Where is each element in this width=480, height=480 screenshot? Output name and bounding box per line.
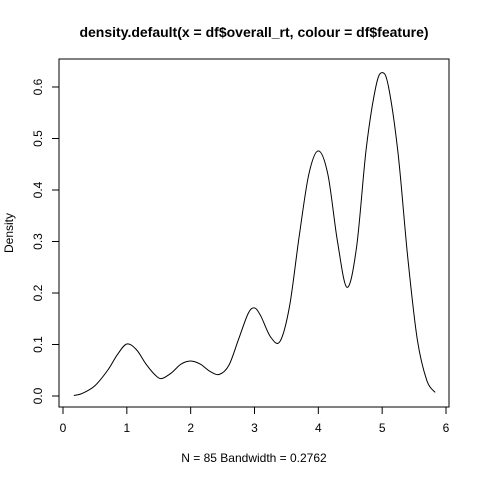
y-tick-label: 0.2 [31,284,45,301]
y-axis-label: Density [2,213,16,253]
y-tick-label: 0.1 [31,336,45,353]
y-axis: 0.0 0.1 0.2 0.3 0.4 0.5 0.6 [31,78,60,404]
y-tick-label: 0.4 [31,181,45,198]
x-axis-label: N = 85 Bandwidth = 0.2762 [181,451,327,465]
y-tick-label: 0.0 [31,387,45,404]
x-axis: 0 1 2 3 4 5 6 [60,406,450,435]
x-tick-label: 4 [315,421,322,435]
y-tick-label: 0.5 [31,130,45,147]
x-tick-label: 2 [187,421,194,435]
x-tick-label: 1 [123,421,130,435]
chart-title: density.default(x = df$overall_rt, colou… [79,24,428,40]
y-tick-label: 0.3 [31,233,45,250]
y-tick-label: 0.6 [31,78,45,95]
x-tick-label: 6 [443,421,450,435]
x-tick-label: 5 [379,421,386,435]
density-curve [73,72,436,396]
x-tick-label: 0 [60,421,67,435]
x-tick-label: 3 [251,421,258,435]
